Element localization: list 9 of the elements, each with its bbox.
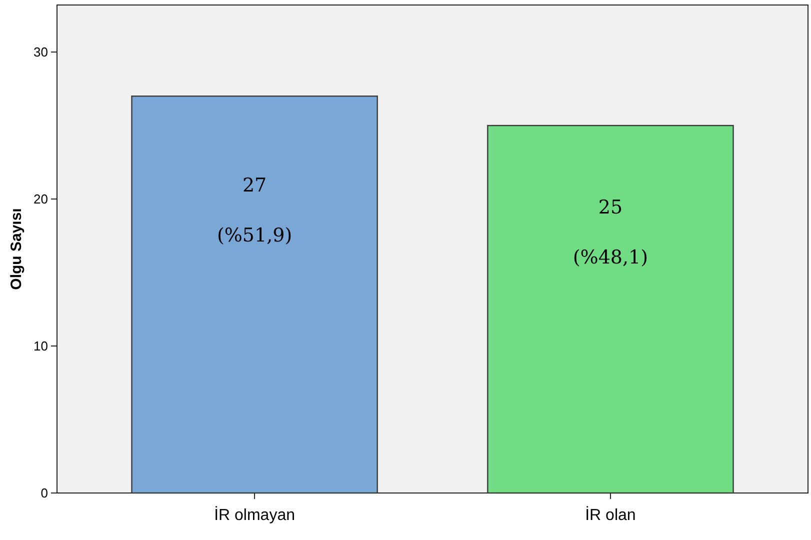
y-axis-title: Olgu Sayısı <box>8 208 25 290</box>
y-tick-label: 0 <box>40 486 48 501</box>
y-tick-label: 30 <box>34 44 48 60</box>
text: 27 (%51,9) <box>216 174 292 246</box>
text: 25 (%48,1) <box>572 196 648 269</box>
y-tick-label: 10 <box>34 338 48 354</box>
y-tick-label: 20 <box>34 192 48 207</box>
x-tick-label: İR olan <box>585 506 636 524</box>
x-tick-label: İR olmayan <box>214 506 295 524</box>
